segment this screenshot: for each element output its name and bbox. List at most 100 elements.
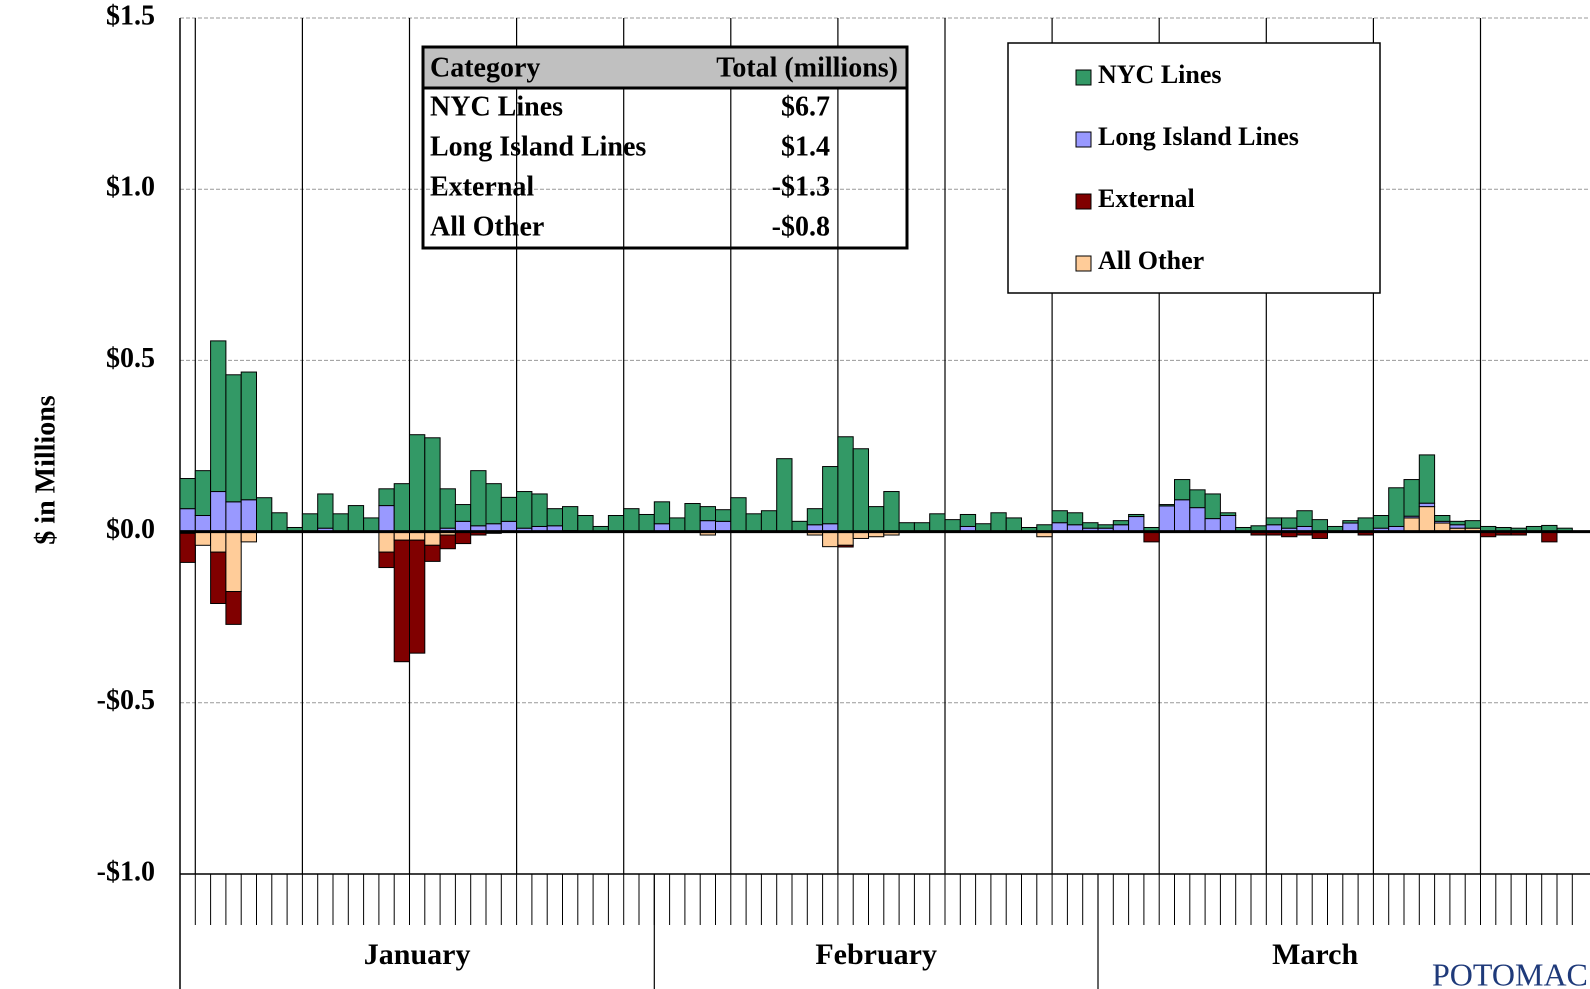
bar-segment — [1051, 510, 1068, 524]
bar-segment — [1189, 507, 1206, 533]
bar-segment — [730, 497, 747, 533]
bar-segment — [1296, 510, 1313, 527]
bar-segment — [454, 520, 472, 533]
bar-segment — [1541, 531, 1558, 543]
table-cell: $1.4 — [781, 131, 830, 162]
bar-segment — [607, 515, 625, 533]
legend-label: NYC Lines — [1098, 60, 1222, 89]
bar-segment — [439, 534, 456, 550]
bar-segment — [822, 531, 839, 548]
bar-segment — [883, 491, 900, 533]
bar-segment — [240, 531, 257, 543]
bar-segment — [1418, 506, 1436, 533]
bar-segment — [837, 544, 854, 548]
month-label: January — [364, 938, 471, 971]
bar-segment — [1128, 516, 1145, 533]
bar-segment — [194, 531, 212, 546]
bar-segment — [347, 505, 365, 533]
bar-segment — [454, 531, 472, 545]
bar-segment — [363, 517, 380, 533]
bar-segment — [301, 513, 319, 533]
bar-segment — [1174, 479, 1191, 501]
bar-segment — [1158, 505, 1175, 533]
bar-segment — [806, 508, 824, 526]
bar-segment — [776, 458, 793, 533]
bar-segment — [1403, 517, 1420, 533]
bar-segment — [1219, 512, 1237, 517]
bar-segment — [1005, 517, 1023, 533]
bar-segment — [1112, 520, 1130, 526]
table-cell: External — [430, 171, 534, 202]
y-axis-label: $ in Millions — [30, 395, 61, 544]
bar-segment — [424, 544, 441, 562]
bar-segment — [1464, 520, 1481, 529]
bar-segment — [378, 488, 395, 507]
bar-segment — [760, 510, 778, 533]
legend-swatch — [1075, 255, 1092, 272]
legend-box — [1007, 42, 1381, 294]
bar-segment — [546, 508, 564, 527]
bar-segment — [1311, 519, 1328, 533]
legend-swatch — [1075, 193, 1092, 210]
bar-segment — [210, 531, 227, 553]
bar-segment — [1143, 531, 1160, 543]
bar-segment — [623, 508, 640, 533]
bar-segment — [485, 483, 502, 525]
bar-segment — [684, 503, 701, 533]
bar-segment — [990, 512, 1007, 533]
bar-segment — [1097, 524, 1114, 529]
bar-segment — [1281, 517, 1298, 529]
bar-segment — [439, 488, 456, 529]
bar-segment — [1174, 499, 1191, 533]
table-cell: -$0.8 — [772, 211, 830, 242]
bar-segment — [409, 539, 426, 654]
bar-segment — [500, 520, 518, 533]
bar-segment — [745, 513, 762, 533]
bar-segment — [715, 509, 732, 522]
table-box — [421, 45, 909, 250]
legend-label: All Other — [1098, 246, 1204, 275]
bar-segment — [653, 501, 671, 525]
table-cell: All Other — [430, 211, 544, 242]
bar-segment — [699, 520, 717, 533]
bar-segment — [1372, 515, 1390, 529]
table-cell: -$1.3 — [772, 171, 830, 202]
bar-segment — [1204, 493, 1221, 520]
bar-segment — [715, 520, 732, 533]
bar-segment — [791, 520, 808, 533]
bar-segment — [240, 371, 257, 501]
bar-segment — [210, 491, 227, 533]
bar-segment — [179, 478, 196, 510]
legend-swatch — [1075, 131, 1092, 148]
legend-label: External — [1098, 184, 1195, 213]
legend-swatch — [1075, 69, 1092, 86]
bar-segment — [332, 513, 349, 533]
table-cell: $6.7 — [781, 91, 830, 122]
legend-label: Long Island Lines — [1098, 122, 1299, 151]
bar-segment — [1204, 518, 1221, 533]
bar-segment — [194, 515, 212, 533]
bar-segment — [1066, 512, 1084, 526]
bar-segment — [1082, 522, 1099, 529]
bar-segment — [1434, 515, 1451, 522]
bar-segment — [424, 531, 441, 546]
month-label: February — [815, 938, 937, 971]
bar-segment — [240, 499, 257, 533]
bar-segment — [470, 470, 487, 527]
bar-segment — [562, 506, 579, 532]
bar-segment — [577, 515, 594, 533]
bar-segment — [699, 506, 717, 522]
table-cell: Long Island Lines — [430, 131, 646, 162]
bar-segment — [1219, 515, 1237, 533]
bar-segment — [1449, 524, 1466, 529]
bar-segment — [378, 551, 395, 569]
bar-segment — [929, 513, 946, 533]
bar-segment — [1158, 504, 1175, 507]
bar-segment — [194, 470, 212, 517]
bar-segment — [179, 532, 196, 563]
bar-segment — [500, 496, 518, 522]
bar-segment — [225, 501, 242, 533]
y-tick-label: $0.0 — [106, 514, 155, 545]
bar-segment — [210, 551, 227, 605]
table-header: Total (millions) — [716, 52, 898, 83]
